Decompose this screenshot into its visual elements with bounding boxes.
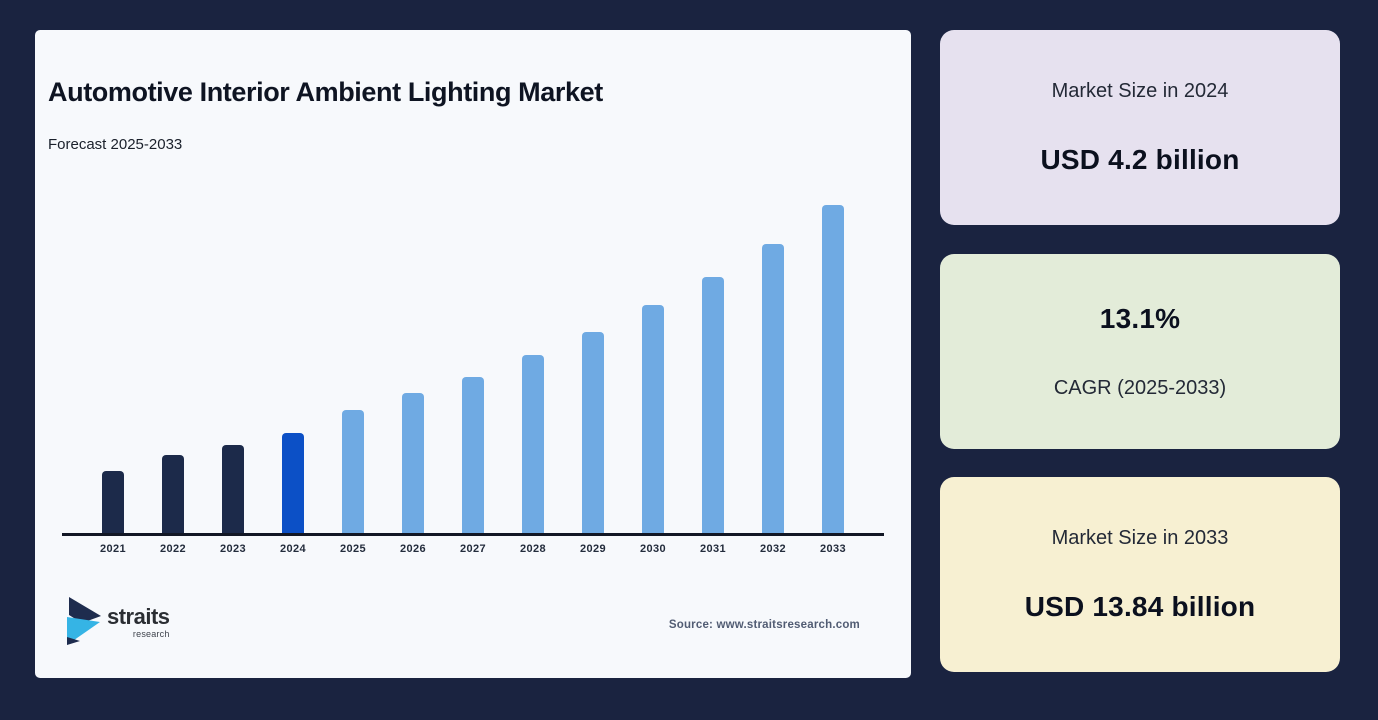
chart-card: Automotive Interior Ambient Lighting Mar… [35,30,911,678]
stat-card: Market Size in 2024 USD 4.2 billion [940,30,1340,225]
bar-2022 [162,455,184,533]
x-tick-2026: 2026 [399,543,427,555]
stat-card-label: CAGR (2025-2033) [1053,377,1227,399]
stat-card-value: 13.1% [1099,303,1181,334]
x-axis-line [62,533,884,536]
stat-card: 13.1% CAGR (2025-2033) [940,254,1340,449]
x-tick-2025: 2025 [339,543,367,555]
x-tick-2032: 2032 [759,543,787,555]
bar-2027 [462,377,484,533]
bar-series [62,205,884,533]
bar-2033 [822,205,844,533]
bar-2026 [402,393,424,533]
chart-subtitle: Forecast 2025-2033 [48,136,183,153]
stat-cards: Market Size in 2024 USD 4.2 billion 13.1… [940,0,1340,720]
stat-card-value: USD 4.2 billion [1040,144,1240,175]
x-tick-2023: 2023 [219,543,247,555]
straits-logo-icon [67,597,101,645]
logo-wordmark: straits research [107,604,170,640]
bar-2024 [282,433,304,533]
straits-research-logo: straits research [65,596,170,646]
logo-name: straits [107,604,170,629]
bar-2031 [702,277,724,533]
x-tick-2033: 2033 [819,543,847,555]
x-tick-2027: 2027 [459,543,487,555]
stat-card-value: USD 13.84 billion [1024,591,1256,622]
stat-card-label: Market Size in 2033 [1051,527,1229,549]
x-tick-2024: 2024 [279,543,307,555]
stat-card: Market Size in 2033 USD 13.84 billion [940,477,1340,672]
bar-2025 [342,410,364,533]
bar-2028 [522,355,544,533]
chart-title: Automotive Interior Ambient Lighting Mar… [48,77,603,107]
stat-card-label: Market Size in 2024 [1051,80,1229,102]
x-tick-2029: 2029 [579,543,607,555]
x-tick-2021: 2021 [99,543,127,555]
bar-2021 [102,471,124,533]
bar-chart [62,205,884,533]
x-tick-2022: 2022 [159,543,187,555]
bar-2029 [582,332,604,533]
bar-2032 [762,244,784,533]
x-tick-2030: 2030 [639,543,667,555]
x-axis-labels: 2021 2022 2023 2024 2025 2026 2027 2028 2029 2030… [62,543,884,555]
bar-2030 [642,305,664,533]
source-attribution: Source: www.straitsresearch.com [668,619,860,631]
bar-2023 [222,445,244,533]
x-tick-2031: 2031 [699,543,727,555]
x-tick-2028: 2028 [519,543,547,555]
logo-subname: research [132,629,170,639]
